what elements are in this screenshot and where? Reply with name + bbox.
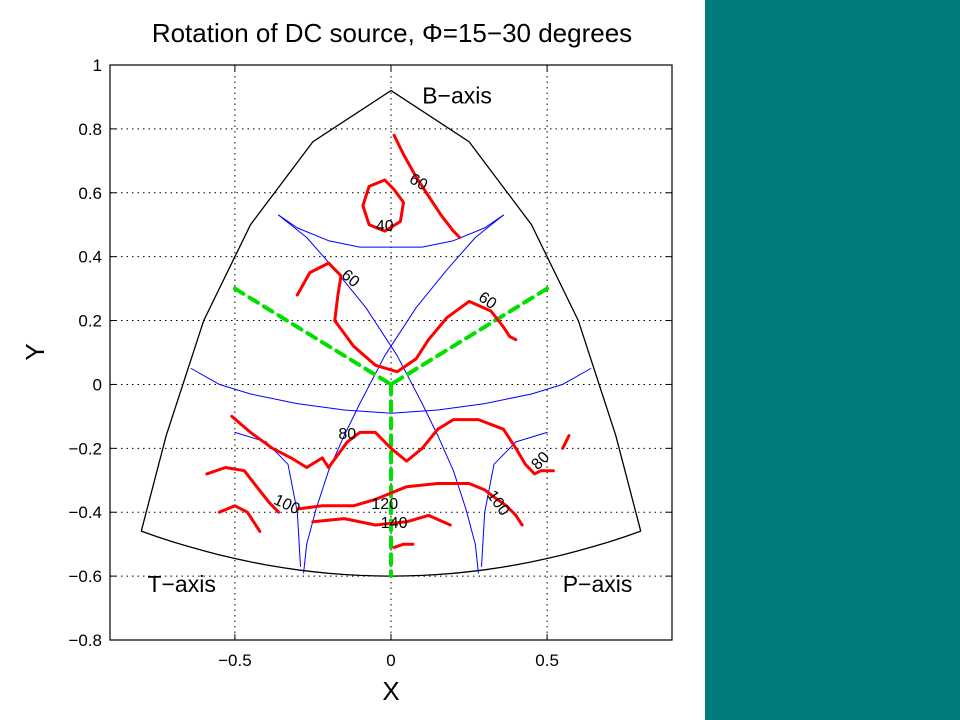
region-label: T−axis (147, 571, 215, 597)
plot-frame (109, 64, 673, 641)
region-label: B−axis (422, 82, 492, 108)
principal-axis-lines (232, 286, 550, 579)
y-tick-label: 0.6 (78, 184, 102, 203)
y-tick-label: 1 (93, 56, 102, 75)
contour-label: 120 (371, 496, 398, 513)
contour-line-80 (327, 418, 555, 476)
boundary-left-arc (140, 90, 392, 532)
y-tick-label: 0.2 (78, 312, 102, 331)
contour-lines (205, 133, 571, 549)
y-tick-label: −0.2 (68, 439, 102, 458)
nodal-line (481, 431, 548, 567)
y-tick-label: 0.8 (78, 120, 102, 139)
contour-line-60 (295, 261, 430, 374)
contour-label: 60 (406, 171, 430, 195)
y-tick-label: 0 (93, 375, 102, 394)
contour-line-40 (361, 178, 405, 233)
x-tick-label: −0.5 (218, 651, 252, 670)
contour-line-140 (392, 542, 415, 549)
contour-label: 140 (381, 515, 408, 532)
contour-line-80 (230, 414, 331, 469)
region-labels: B−axis T−axis P−axis (147, 82, 632, 597)
chart-title: Rotation of DC source, Φ=15−30 degrees (152, 18, 632, 48)
y-tick-label: −0.6 (68, 567, 102, 586)
contour-line-80 (561, 434, 571, 450)
contour-line-100 (217, 504, 262, 533)
contour-line-60 (392, 133, 462, 239)
y-tick-label: −0.8 (68, 631, 102, 650)
nodal-line (278, 214, 479, 574)
side-panel (705, 0, 960, 720)
y-axis-label: Y (20, 343, 50, 360)
y-tick-label: 0.4 (78, 248, 102, 267)
contour-line-100 (205, 466, 281, 514)
x-tick-label: 0 (386, 651, 395, 670)
contour-line-60 (427, 299, 518, 342)
contour-label: 60 (338, 267, 363, 292)
region-label: P−axis (563, 571, 633, 597)
contour-label: 60 (475, 289, 499, 313)
contour-chart: Rotation of DC source, Φ=15−30 degrees −… (20, 18, 673, 706)
contour-line-100 (295, 482, 524, 527)
principal-axis-line (232, 286, 393, 387)
principal-axis-line (389, 286, 550, 387)
nodal-line (234, 431, 301, 567)
boundary-right-arc (390, 90, 642, 532)
contour-label: 40 (376, 218, 394, 235)
x-axis-label: X (382, 676, 399, 706)
contour-label: 80 (338, 426, 356, 443)
contour-line-120 (311, 513, 452, 527)
x-tick-label: 0.5 (535, 651, 559, 670)
nodal-line (278, 214, 504, 248)
y-tick-label: −0.4 (68, 503, 102, 522)
